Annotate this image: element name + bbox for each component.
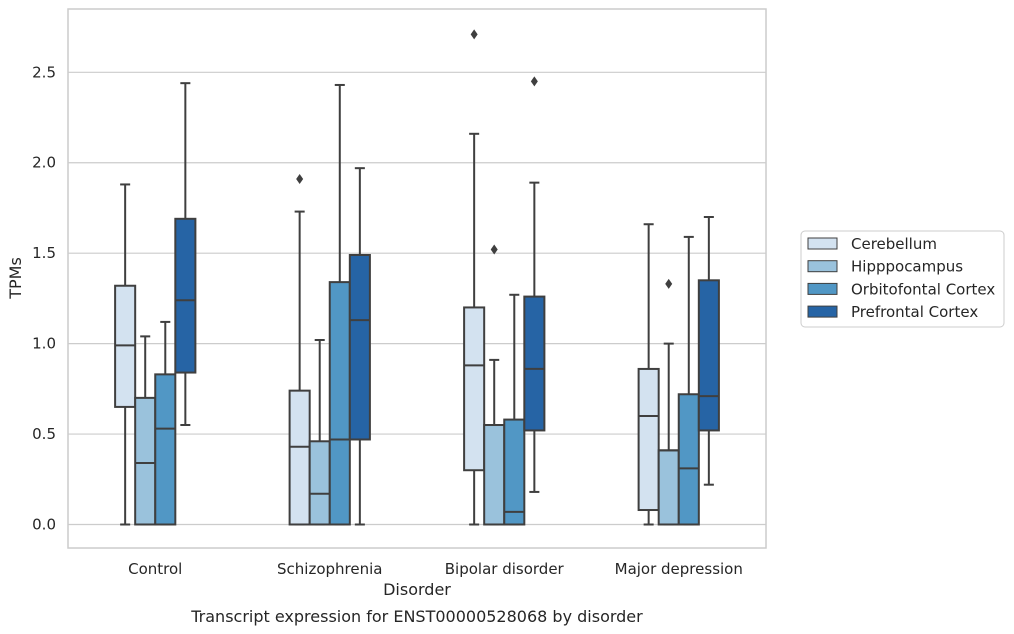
- plot-frame: [67, 8, 767, 549]
- box-prefrontal-cortex: [523, 76, 546, 493]
- x-tick-label: Bipolar disorder: [445, 560, 565, 578]
- legend-swatch: [807, 260, 838, 273]
- box-orbitofontal-cortex: [154, 320, 177, 526]
- outlier-point: [665, 278, 673, 289]
- box-body: [308, 440, 331, 526]
- y-tick-labels: 0.0 0.5 1.0 1.5 2.0 2.5: [32, 63, 56, 533]
- outlier-point: [490, 244, 498, 255]
- box-body: [134, 396, 157, 526]
- box-body: [463, 306, 486, 472]
- chart-caption: Transcript expression for ENST0000052806…: [190, 607, 643, 626]
- box-body: [523, 295, 546, 432]
- box-layer: [114, 29, 720, 526]
- box-cerebellum: [637, 223, 660, 526]
- legend-label: Prefrontal Cortex: [851, 303, 978, 321]
- legend-label: Cerebellum: [851, 235, 937, 253]
- box-orbitofontal-cortex: [328, 83, 351, 526]
- y-tick-label: 0.5: [32, 425, 56, 443]
- legend-item-hipppocampus: Hipppocampus: [807, 258, 963, 276]
- box-body: [697, 279, 720, 432]
- box-hipppocampus: [134, 335, 157, 526]
- box-hipppocampus: [657, 278, 680, 526]
- box-body: [348, 253, 371, 441]
- legend-swatch: [807, 237, 838, 250]
- outlier-point: [530, 76, 538, 87]
- y-tick-label: 1.5: [32, 244, 56, 262]
- legend-swatch: [807, 305, 838, 318]
- legend-label: Orbitofontal Cortex: [851, 280, 995, 298]
- x-tick-labels: Control Schizophrenia Bipolar disorder Majo…: [128, 560, 743, 578]
- x-tick-label: Control: [128, 560, 182, 578]
- box-body: [503, 418, 526, 526]
- outlier-point: [470, 29, 478, 40]
- legend-item-cerebellum: Cerebellum: [807, 235, 937, 253]
- legend-frame: [800, 230, 1005, 328]
- box-orbitofontal-cortex: [503, 293, 526, 526]
- y-axis-label: TPMs: [6, 257, 25, 300]
- box-body: [154, 373, 177, 526]
- legend-label: Hipppocampus: [851, 258, 963, 276]
- box-body: [637, 367, 660, 512]
- y-tick-label: 0.0: [32, 515, 56, 533]
- box-hipppocampus: [483, 244, 506, 526]
- y-tick-label: 2.5: [32, 63, 56, 81]
- outlier-point: [296, 174, 304, 185]
- box-body: [288, 389, 311, 526]
- box-prefrontal-cortex: [174, 82, 197, 427]
- legend: Cerebellum Hipppocampus Orbitofontal Corte…: [800, 230, 1005, 328]
- y-tick-label: 2.0: [32, 154, 56, 172]
- box-orbitofontal-cortex: [677, 235, 700, 526]
- legend-swatch: [807, 282, 838, 295]
- box-prefrontal-cortex: [348, 167, 371, 526]
- x-tick-label: Major depression: [615, 560, 743, 578]
- x-axis-label: Disorder: [383, 580, 451, 599]
- legend-item-orbitofontal-cortex: Orbitofontal Cortex: [807, 280, 995, 298]
- box-hipppocampus: [308, 338, 331, 526]
- box-prefrontal-cortex: [697, 216, 720, 486]
- box-body: [677, 393, 700, 526]
- box-body: [483, 424, 506, 526]
- box-body: [657, 449, 680, 526]
- y-tick-label: 1.0: [32, 335, 56, 353]
- x-tick-label: Schizophrenia: [277, 560, 382, 578]
- box-cerebellum: [114, 183, 137, 526]
- legend-item-prefrontal-cortex: Prefrontal Cortex: [807, 303, 978, 321]
- box-cerebellum: [288, 174, 311, 526]
- box-body: [174, 217, 197, 374]
- box-cerebellum: [463, 29, 486, 526]
- box-body: [328, 281, 351, 526]
